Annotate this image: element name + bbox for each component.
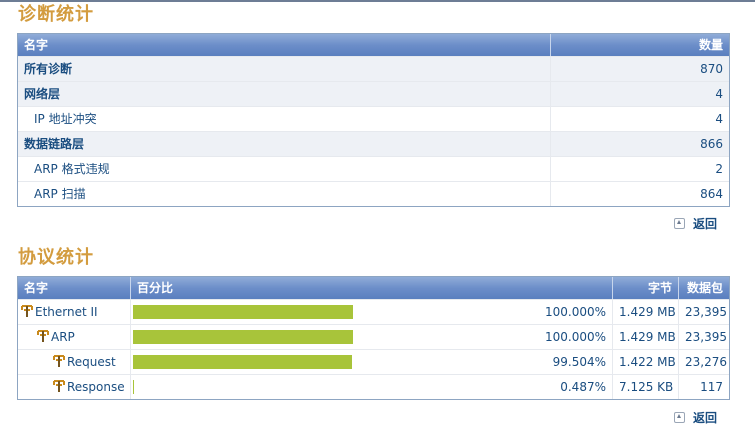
diagnostics-row-count: 864 bbox=[700, 187, 723, 201]
diagnostics-row-name[interactable]: 网络层 bbox=[18, 82, 551, 106]
protocols-row-percent-cell: 99.504% bbox=[131, 350, 613, 374]
protocols-row-packets: 23,395 bbox=[685, 305, 727, 319]
percent-bar bbox=[133, 355, 352, 369]
diagnostics-row[interactable]: 数据链路层 866 bbox=[18, 131, 729, 156]
protocols-row-name[interactable]: ARP bbox=[51, 330, 75, 344]
diagnostics-row-name[interactable]: IP 地址冲突 bbox=[18, 107, 551, 131]
diagnostics-row-name[interactable]: 所有诊断 bbox=[18, 57, 551, 81]
arrow-up-icon bbox=[674, 218, 685, 229]
protocols-row-bytes: 1.429 MB bbox=[613, 325, 679, 349]
protocols-row-bytes: 1.429 MB bbox=[613, 300, 679, 324]
diag-header-name[interactable]: 名字 bbox=[18, 34, 551, 56]
top-border bbox=[0, 0, 755, 2]
protocols-row-name-cell[interactable]: Request bbox=[18, 350, 131, 374]
diag-header-count[interactable]: 数量 bbox=[698, 38, 723, 52]
protocols-row[interactable]: Request 99.504% 1.422 MB 23,276 bbox=[18, 349, 729, 374]
diagnostics-row[interactable]: ARP 扫描 864 bbox=[18, 181, 729, 206]
protocols-row-percent: 99.504% bbox=[552, 355, 606, 369]
protocols-row-name-cell[interactable]: Response bbox=[18, 375, 131, 399]
protocols-row-name[interactable]: Response bbox=[67, 380, 125, 394]
diagnostics-row[interactable]: ARP 格式违规 2 bbox=[18, 156, 729, 181]
percent-bar bbox=[133, 380, 134, 394]
diagnostics-back-link[interactable]: 返回 bbox=[674, 215, 717, 232]
diagnostics-rows: 所有诊断 870 网络层 4 IP 地址冲突 4 数据链路层 866 ARP 格式违规 2 ARP … bbox=[18, 56, 729, 206]
protocols-back-label: 返回 bbox=[693, 411, 718, 425]
protocols-rows: Ethernet II 100.000% 1.429 MB 23,395 ARP 100.… bbox=[18, 299, 729, 399]
protocols-row-bytes: 7.125 KB bbox=[613, 375, 679, 399]
protocols-row-packets: 117 bbox=[700, 380, 723, 394]
diagnostics-row-count: 4 bbox=[715, 87, 723, 101]
protocols-row-name[interactable]: Ethernet II bbox=[35, 305, 98, 319]
protocols-title: 协议统计 bbox=[18, 247, 94, 268]
diagnostics-header-row: 名字 数量 bbox=[18, 34, 729, 56]
protocols-row-bytes: 1.422 MB bbox=[613, 350, 679, 374]
proto-header-bytes[interactable]: 字节 bbox=[613, 277, 679, 299]
protocol-tree-icon[interactable] bbox=[52, 377, 66, 392]
proto-header-percent[interactable]: 百分比 bbox=[131, 277, 613, 299]
protocols-row-percent: 0.487% bbox=[560, 380, 606, 394]
diagnostics-back-label: 返回 bbox=[693, 217, 718, 231]
diagnostics-row-count: 2 bbox=[715, 162, 723, 176]
protocols-row[interactable]: Response 0.487% 7.125 KB 117 bbox=[18, 374, 729, 399]
diagnostics-row-name[interactable]: ARP 格式违规 bbox=[18, 157, 551, 181]
protocols-row-percent: 100.000% bbox=[544, 330, 606, 344]
percent-bar bbox=[133, 305, 353, 319]
protocols-row-percent-cell: 100.000% bbox=[131, 300, 613, 324]
diagnostics-row[interactable]: 所有诊断 870 bbox=[18, 56, 729, 81]
arrow-up-icon bbox=[674, 412, 685, 423]
proto-header-name[interactable]: 名字 bbox=[18, 277, 131, 299]
protocols-header-row: 名字 百分比 字节 数据包 bbox=[18, 277, 729, 299]
protocols-row-percent: 100.000% bbox=[544, 305, 606, 319]
protocols-row-packets: 23,276 bbox=[685, 355, 727, 369]
diagnostics-row-name[interactable]: ARP 扫描 bbox=[18, 182, 551, 206]
diagnostics-row-count: 866 bbox=[700, 137, 723, 151]
protocols-row-name[interactable]: Request bbox=[67, 355, 116, 369]
protocol-tree-icon[interactable] bbox=[36, 327, 50, 342]
diagnostics-row-name[interactable]: 数据链路层 bbox=[18, 132, 551, 156]
diagnostics-row[interactable]: 网络层 4 bbox=[18, 81, 729, 106]
diagnostics-row-count: 870 bbox=[700, 62, 723, 76]
protocols-row-name-cell[interactable]: ARP bbox=[18, 325, 131, 349]
diagnostics-table: 名字 数量 所有诊断 870 网络层 4 IP 地址冲突 4 数据链路层 866 ARP 格式违… bbox=[17, 33, 730, 207]
percent-bar bbox=[133, 330, 353, 344]
protocols-back-link[interactable]: 返回 bbox=[674, 409, 717, 426]
proto-header-packets[interactable]: 数据包 bbox=[686, 281, 723, 295]
diagnostics-row[interactable]: IP 地址冲突 4 bbox=[18, 106, 729, 131]
protocols-row-name-cell[interactable]: Ethernet II bbox=[18, 300, 131, 324]
protocols-row-percent-cell: 0.487% bbox=[131, 375, 613, 399]
protocol-tree-icon[interactable] bbox=[20, 302, 34, 317]
protocols-row[interactable]: ARP 100.000% 1.429 MB 23,395 bbox=[18, 324, 729, 349]
diagnostics-row-count: 4 bbox=[715, 112, 723, 126]
protocols-row-percent-cell: 100.000% bbox=[131, 325, 613, 349]
protocols-table: 名字 百分比 字节 数据包 Ethernet II 100.000% 1.429 M… bbox=[17, 276, 730, 400]
protocols-row[interactable]: Ethernet II 100.000% 1.429 MB 23,395 bbox=[18, 299, 729, 324]
protocol-tree-icon[interactable] bbox=[52, 352, 66, 367]
diagnostics-title: 诊断统计 bbox=[18, 4, 94, 25]
protocols-row-packets: 23,395 bbox=[685, 330, 727, 344]
